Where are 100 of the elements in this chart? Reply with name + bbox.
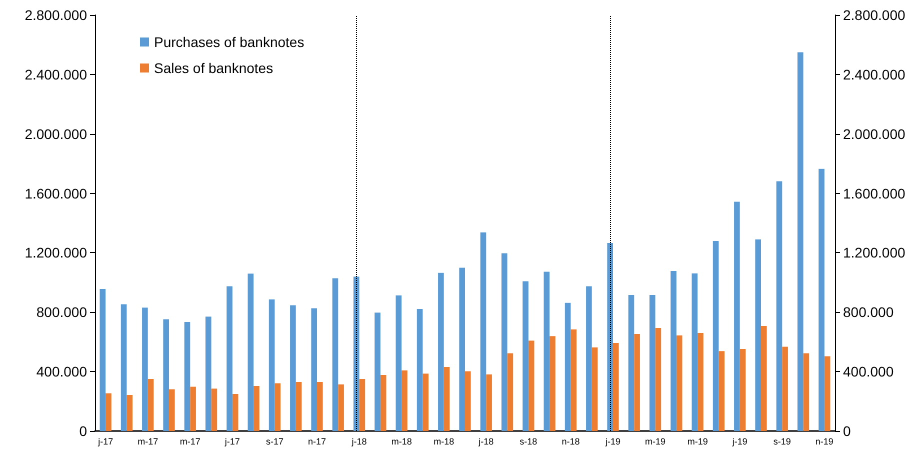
bar xyxy=(522,281,528,431)
y-tick-label: 1.600.000 xyxy=(24,185,88,202)
y2-tick-label: 1.600.000 xyxy=(843,185,906,202)
bar xyxy=(248,274,254,431)
bar xyxy=(169,389,175,431)
x-tick-label: s-18 xyxy=(520,436,538,446)
y-tick-label: 800.000 xyxy=(36,304,88,320)
bar xyxy=(184,322,190,431)
bar xyxy=(465,371,471,431)
bar xyxy=(444,366,450,431)
bar xyxy=(613,343,619,431)
bar xyxy=(544,272,550,431)
bar xyxy=(416,309,423,431)
bar xyxy=(268,299,275,431)
x-tick-label: s-17 xyxy=(266,436,284,446)
bar xyxy=(142,308,148,431)
bar xyxy=(106,393,112,431)
bar xyxy=(740,348,746,431)
bar xyxy=(570,329,577,431)
bar xyxy=(254,386,260,431)
bar xyxy=(797,52,804,431)
x-tick-label: j-19 xyxy=(604,436,621,446)
bar xyxy=(564,302,571,431)
y2-tick-label: 2.400.000 xyxy=(843,66,906,82)
bar xyxy=(655,328,662,431)
bar xyxy=(232,394,238,431)
bar xyxy=(712,240,719,431)
bar xyxy=(676,335,682,431)
bar xyxy=(718,351,725,431)
x-tick-label: m-19 xyxy=(687,436,708,446)
x-tick-label: j-18 xyxy=(350,436,367,446)
bar xyxy=(438,272,444,431)
x-tick-label: j-18 xyxy=(478,436,494,446)
bar xyxy=(628,295,634,431)
bar xyxy=(698,332,704,431)
bar xyxy=(528,340,534,431)
bar xyxy=(163,319,169,431)
bar xyxy=(274,383,281,431)
bar xyxy=(486,374,492,431)
x-tick-label: m-18 xyxy=(391,436,412,446)
bar xyxy=(586,286,592,431)
bar xyxy=(311,308,317,431)
bar xyxy=(380,374,386,431)
x-tick-label: n-18 xyxy=(562,436,580,446)
bar xyxy=(818,168,824,431)
bar xyxy=(120,304,127,431)
bar xyxy=(692,273,698,431)
bar xyxy=(226,286,232,431)
x-tick-label: m-17 xyxy=(180,436,200,446)
y2-tick-label: 800.000 xyxy=(843,304,894,320)
x-tick-label: m-19 xyxy=(645,436,666,446)
x-tick-label: j-17 xyxy=(224,436,240,446)
bar xyxy=(803,353,810,431)
bar xyxy=(148,379,154,431)
legend-label: Purchases of banknotes xyxy=(154,34,304,50)
y-tick-label: 2.400.000 xyxy=(24,66,88,82)
x-tick-label: m-17 xyxy=(138,436,158,446)
x-tick-label: j-17 xyxy=(97,436,114,446)
bar xyxy=(353,276,360,431)
x-tick-label: j-19 xyxy=(731,436,748,446)
y2-tick-label: 2.000.000 xyxy=(843,126,906,142)
bar xyxy=(480,232,486,431)
x-tick-label: s-19 xyxy=(773,436,791,446)
bar xyxy=(100,288,106,431)
bar xyxy=(459,268,465,431)
y-tick-label: 400.000 xyxy=(36,364,88,380)
x-tick-label: n-17 xyxy=(308,436,326,446)
bar xyxy=(422,374,429,431)
bar xyxy=(396,295,402,431)
y2-tick-label: 1.200.000 xyxy=(843,244,906,261)
bar xyxy=(670,270,676,431)
bar xyxy=(734,202,740,431)
bar xyxy=(824,356,830,431)
y-tick-label: 2.000.000 xyxy=(24,126,88,142)
bar xyxy=(550,336,556,431)
bar xyxy=(211,388,218,431)
bar xyxy=(649,295,656,431)
y-tick-label: 1.200.000 xyxy=(24,244,88,261)
bar xyxy=(359,379,366,431)
legend-label: Sales of banknotes xyxy=(154,60,274,76)
bar xyxy=(592,347,598,431)
bar xyxy=(402,370,408,431)
bar xyxy=(332,278,338,431)
bar xyxy=(634,334,640,431)
y2-tick-label: 0 xyxy=(843,423,851,439)
bar xyxy=(507,353,514,431)
bar xyxy=(317,382,323,431)
bar xyxy=(338,384,344,431)
x-tick-label: m-18 xyxy=(434,436,454,446)
bar xyxy=(126,395,133,431)
bar xyxy=(782,346,788,431)
y-tick-label: 2.800.000 xyxy=(24,7,88,23)
bar xyxy=(205,316,212,431)
x-tick-label: n-19 xyxy=(815,436,834,446)
bar xyxy=(296,382,302,431)
bar xyxy=(761,326,767,431)
y2-tick-label: 2.800.000 xyxy=(843,7,906,23)
y-tick-label: 0 xyxy=(79,423,88,439)
y2-tick-label: 400.000 xyxy=(843,364,894,380)
bar xyxy=(374,312,380,431)
